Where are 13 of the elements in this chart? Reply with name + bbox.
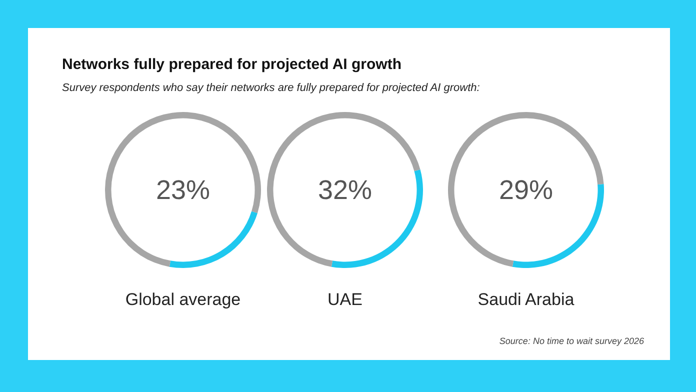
text: Global average: [124, 290, 242, 310]
text: UAE: [326, 290, 364, 310]
text: 29%: [499, 175, 554, 205]
chart-title: Networks fully prepared for projected AI growth: [62, 56, 402, 73]
donut-slice: [105, 112, 261, 267]
donut-slice: [448, 112, 604, 267]
text: Saudi Arabia: [476, 290, 576, 310]
donut-slice: [169, 211, 258, 268]
source-note: Source: No time to wait survey 2026: [499, 336, 644, 346]
text: 32%: [318, 175, 372, 205]
chart-subtitle: Survey respondents who say their networks are fully prepared for projected AI growth:: [62, 82, 480, 94]
donut-slice: [267, 112, 420, 267]
text: 23%: [156, 175, 210, 205]
